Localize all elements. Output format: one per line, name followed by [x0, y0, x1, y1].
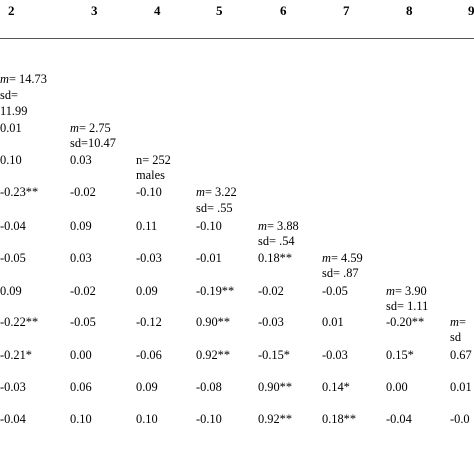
- table-cell: 0.15*: [386, 348, 414, 362]
- table-cell: -0.12: [136, 315, 162, 329]
- table-cell: m=: [450, 315, 466, 329]
- table-cell: 0.18**: [258, 251, 293, 265]
- table-cell: sd=10.47: [70, 136, 116, 150]
- table-cell: 0.67: [450, 348, 472, 362]
- table-cell: 0.00: [386, 380, 408, 394]
- column-header-9: 9: [468, 3, 474, 18]
- table-cell: -0.08: [196, 380, 222, 394]
- table-cell: 0.14*: [322, 380, 350, 394]
- table-cell: -0.03: [322, 348, 348, 362]
- table-cell: -0.03: [0, 380, 26, 394]
- column-header-3: 3: [91, 3, 98, 18]
- table-cell: -0.10: [196, 412, 222, 426]
- table-cell: sd= 1.11: [386, 299, 429, 313]
- table-cell: -0.01: [196, 251, 222, 265]
- table-cell: 11.99: [0, 104, 28, 118]
- table-cell: -0.05: [0, 251, 26, 265]
- table-cell: sd= .54: [258, 234, 295, 248]
- table-cell: -0.23**: [0, 185, 39, 199]
- table-cell: -0.19**: [196, 284, 235, 298]
- table-cell: males: [136, 168, 165, 182]
- table-cell: 0.10: [136, 412, 158, 426]
- table-cell: -0.06: [136, 348, 162, 362]
- table-cell: -0.03: [136, 251, 162, 265]
- table-cell: -0.05: [322, 284, 348, 298]
- table-cell: -0.22**: [0, 315, 39, 329]
- table-cell: m= 4.59: [322, 251, 363, 265]
- table-cell: 0.92**: [258, 412, 293, 426]
- table-cell: -0.20**: [386, 315, 425, 329]
- table-cell: 0.01: [450, 380, 472, 394]
- table-cell: 0.09: [0, 284, 22, 298]
- table-cell: -0.05: [70, 315, 96, 329]
- table-cell: -0.0: [450, 412, 470, 426]
- table-cell: -0.03: [258, 315, 284, 329]
- table-cell: 0.01: [322, 315, 344, 329]
- table-cell: m= 3.90: [386, 284, 427, 298]
- table-cell: 0.18**: [322, 412, 357, 426]
- table-cell: m= 3.22: [196, 185, 237, 199]
- table-cell: sd= .87: [322, 266, 359, 280]
- table-cell: 0.90**: [196, 315, 231, 329]
- table-cell: m= 14.73: [0, 72, 47, 86]
- column-header-6: 6: [280, 3, 287, 18]
- table-cell: sd=: [0, 88, 19, 102]
- column-header-8: 8: [406, 3, 413, 18]
- table-cell: 0.09: [136, 284, 158, 298]
- table-cell: 0.92**: [196, 348, 231, 362]
- table-cell: -0.04: [0, 219, 26, 233]
- table-cell: m= 3.88: [258, 219, 299, 233]
- table-cell: -0.10: [136, 185, 162, 199]
- table-cell: 0.09: [70, 219, 92, 233]
- table-cell: -0.04: [0, 412, 26, 426]
- table-cell: 0.00: [70, 348, 92, 362]
- table-cell: sd= .55: [196, 201, 233, 215]
- table-cell: 0.01: [0, 121, 22, 135]
- table-cell: -0.02: [258, 284, 284, 298]
- table-cell: -0.21*: [0, 348, 33, 362]
- table-cell: 0.10: [70, 412, 92, 426]
- column-header-2: 2: [8, 3, 15, 18]
- table-cell: sd: [450, 330, 462, 344]
- table-cell: -0.04: [386, 412, 412, 426]
- table-cell: -0.02: [70, 185, 96, 199]
- column-header-4: 4: [154, 3, 161, 18]
- table-cell: n= 252: [136, 153, 171, 167]
- table-cell: 0.09: [136, 380, 158, 394]
- column-header-7: 7: [343, 3, 350, 18]
- table-cell: 0.10: [0, 153, 22, 167]
- table-cell: -0.02: [70, 284, 96, 298]
- table-cell: 0.03: [70, 251, 92, 265]
- column-header-5: 5: [216, 3, 223, 18]
- table-cell: m= 2.75: [70, 121, 111, 135]
- header-rule: [0, 38, 474, 39]
- table-cell: 0.90**: [258, 380, 293, 394]
- table-cell: -0.15*: [258, 348, 291, 362]
- table-cell: -0.10: [196, 219, 222, 233]
- table-cell: 0.06: [70, 380, 92, 394]
- table-cell: 0.11: [136, 219, 158, 233]
- table-cell: 0.03: [70, 153, 92, 167]
